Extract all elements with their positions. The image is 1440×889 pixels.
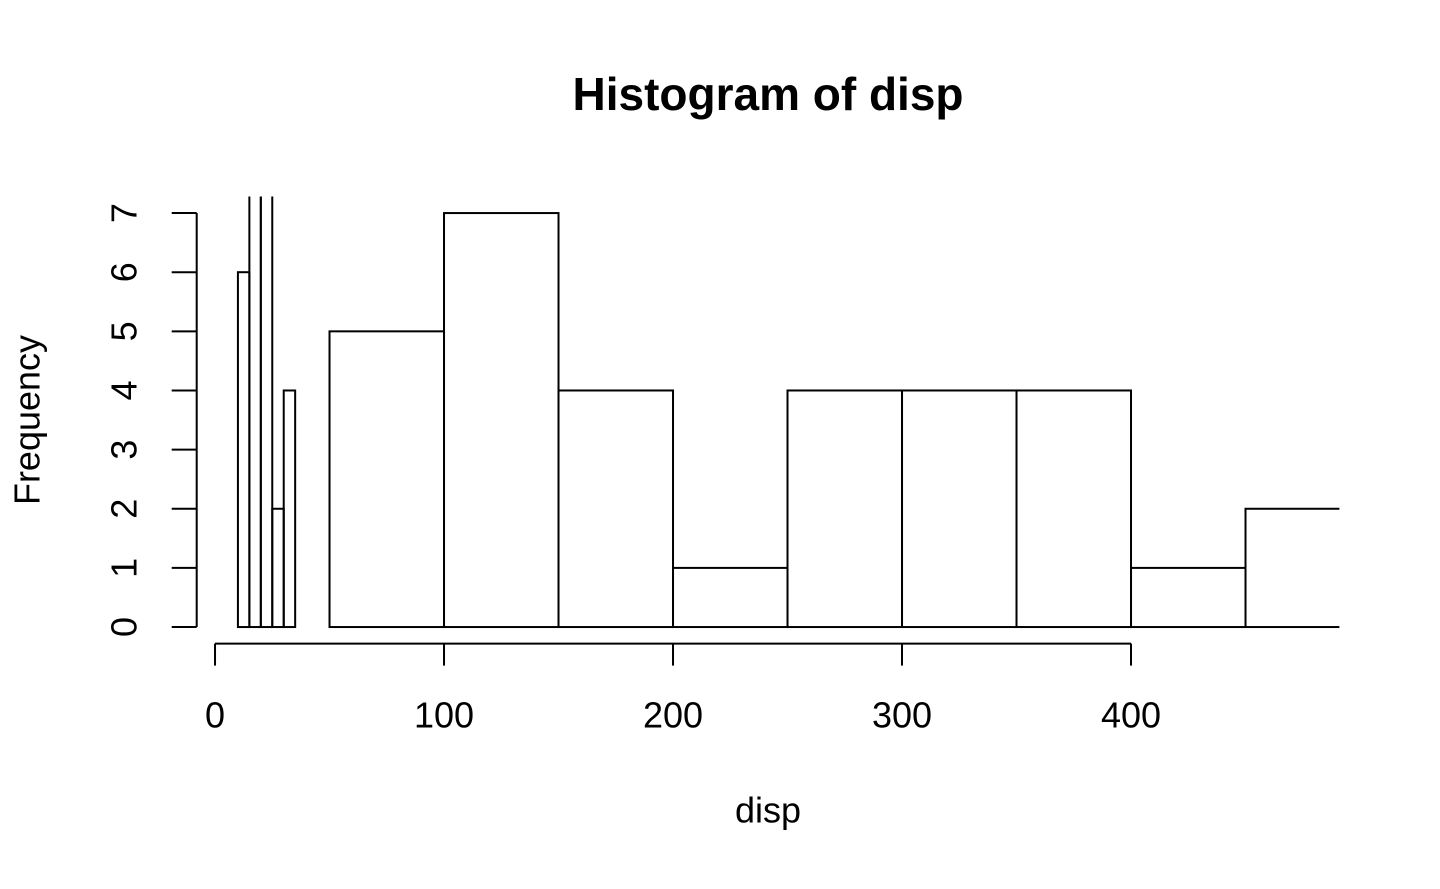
y-tick-label: 5 <box>104 321 145 341</box>
bar <box>443 212 560 629</box>
bar <box>1130 566 1247 629</box>
y-tick-label: 6 <box>104 262 145 282</box>
y-tick-label: 1 <box>104 558 145 578</box>
bar <box>672 566 789 629</box>
y-tick-label: 4 <box>104 380 145 400</box>
bar <box>248 196 262 629</box>
y-axis-label: Frequency <box>7 335 48 505</box>
x-axis-label: disp <box>735 790 801 831</box>
bar <box>259 196 274 629</box>
y-tick-label: 3 <box>104 440 145 460</box>
bar <box>236 271 251 629</box>
bar <box>271 507 285 629</box>
x-tick-label: 0 <box>205 695 225 736</box>
bar <box>557 389 675 629</box>
bar <box>1015 389 1133 629</box>
bar <box>901 389 1018 629</box>
bar <box>1244 507 1340 629</box>
y-tick-label: 2 <box>104 499 145 519</box>
bars <box>236 196 1340 629</box>
bar <box>328 330 446 629</box>
bar <box>786 389 904 629</box>
x-tick-label: 300 <box>872 695 932 736</box>
bar <box>282 389 297 629</box>
y-tick-label: 0 <box>104 617 145 637</box>
chart-title: Histogram of disp <box>572 68 963 120</box>
x-tick-label: 100 <box>414 695 474 736</box>
x-tick-label: 400 <box>1101 695 1161 736</box>
x-tick-label: 200 <box>643 695 703 736</box>
y-tick-label: 7 <box>104 203 145 223</box>
